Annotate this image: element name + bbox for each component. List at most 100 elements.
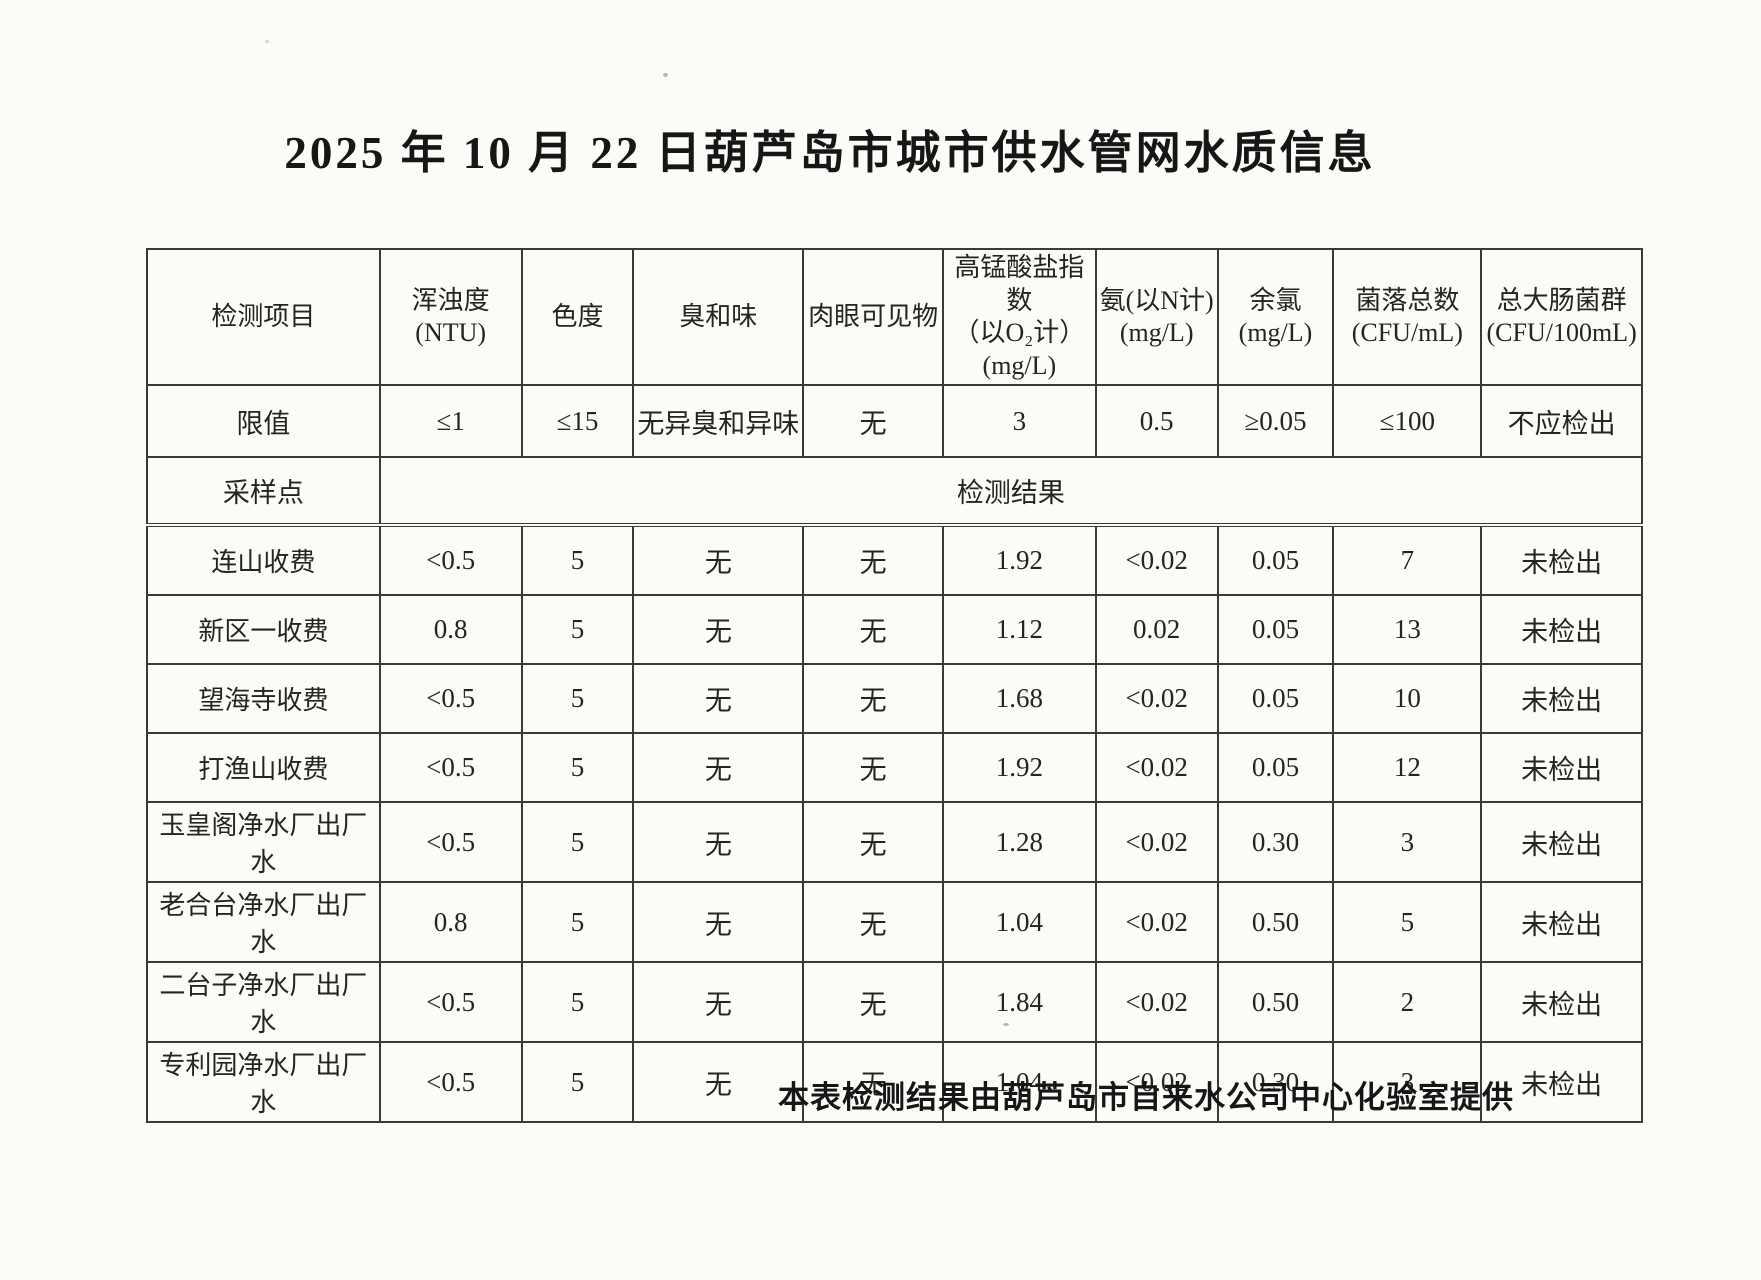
value-cell: 5 bbox=[520, 732, 635, 803]
table-row: 打渔山收费 <0.5 5 无无 1.92 <0.02 0.05 12 未检出 bbox=[146, 732, 1643, 803]
column-header-line: (mg/L) bbox=[1119, 318, 1194, 347]
value-cell: 无 bbox=[802, 663, 944, 734]
value-cell: 无 bbox=[802, 524, 944, 596]
value-cell: 未检出 bbox=[1480, 801, 1643, 883]
value-cell: 无 bbox=[632, 881, 805, 963]
limit-value-cell: 0.5 bbox=[1094, 384, 1219, 458]
table-row: 二台子净水厂出厂水 <0.5 5 无无 1.84 <0.02 0.50 2 未检出 bbox=[146, 961, 1643, 1043]
value-cell: 1.92 bbox=[941, 732, 1097, 803]
column-header-line: (CFU/100mL) bbox=[1486, 318, 1637, 347]
value-cell: 10 bbox=[1332, 663, 1483, 734]
value-cell: 未检出 bbox=[1480, 524, 1643, 596]
value-cell: 未检出 bbox=[1480, 1041, 1643, 1123]
site-name-cell: 望海寺收费 bbox=[146, 663, 381, 734]
scan-speck bbox=[663, 73, 668, 77]
limit-value-cell: ≤15 bbox=[520, 384, 635, 458]
column-header: 高锰酸盐指数 （以O₂计） (mg/L) bbox=[941, 248, 1097, 386]
table-row: 专利园净水厂出厂水 <0.5 5 无无 1.04 <0.02 0.30 3 未检出 bbox=[146, 1041, 1643, 1123]
value-cell: 无 bbox=[802, 881, 944, 963]
value-cell: <0.5 bbox=[378, 801, 523, 883]
table-row: 老合台净水厂出厂水 0.8 5 无无 1.04 <0.02 0.50 5 未检出 bbox=[146, 881, 1643, 963]
value-cell: 5 bbox=[1332, 881, 1483, 963]
value-cell: 5 bbox=[520, 1041, 635, 1123]
site-name-cell: 新区一收费 bbox=[146, 594, 381, 665]
value-cell: 3 bbox=[1332, 1041, 1483, 1123]
value-cell: 7 bbox=[1332, 524, 1483, 596]
value-cell: <0.02 bbox=[1094, 732, 1219, 803]
value-cell: <0.5 bbox=[378, 663, 523, 734]
value-cell: 0.30 bbox=[1216, 1041, 1335, 1123]
column-header: 总大肠菌群 (CFU/100mL) bbox=[1480, 248, 1643, 386]
value-cell: 0.8 bbox=[378, 594, 523, 665]
limits-row: 限值 ≤1 ≤15 无异臭和异味无 3 0.5 ≥0.05 ≤100 不应检出 bbox=[146, 384, 1643, 458]
scan-speck bbox=[265, 40, 269, 43]
test-result-label: 检测结果 bbox=[378, 456, 1644, 526]
value-cell: 未检出 bbox=[1480, 881, 1643, 963]
value-cell: <0.02 bbox=[1094, 663, 1219, 734]
limit-value-cell: 无异臭和异味 bbox=[632, 384, 805, 458]
value-cell: 1.04 bbox=[941, 881, 1097, 963]
value-cell: 1.68 bbox=[941, 663, 1097, 734]
value-cell: 1.92 bbox=[941, 524, 1097, 596]
sampling-point-label: 采样点 bbox=[146, 456, 381, 526]
value-cell: <0.5 bbox=[378, 732, 523, 803]
value-cell: <0.02 bbox=[1094, 801, 1219, 883]
column-header-line: 浑浊度(NTU) bbox=[411, 285, 490, 348]
column-header-line: 高锰酸盐指数 bbox=[954, 253, 1085, 315]
column-header-line: (mg/L) bbox=[1238, 318, 1313, 347]
source-note: 本表检测结果由葫芦岛市自来水公司中心化验室提供 bbox=[778, 1080, 1514, 1115]
column-header-line: 氨(以N计) bbox=[1099, 285, 1214, 315]
value-cell: 无 bbox=[802, 801, 944, 883]
site-name-cell: 打渔山收费 bbox=[146, 732, 381, 803]
column-header-line: 总大肠菌群 bbox=[1496, 285, 1627, 315]
site-name-cell: 玉皇阁净水厂出厂水 bbox=[146, 801, 381, 883]
table-row: 新区一收费 0.8 5 无无 1.12 0.02 0.05 13 未检出 bbox=[146, 594, 1643, 665]
limit-value-cell: 不应检出 bbox=[1480, 384, 1643, 458]
column-header-line: (mg/L) bbox=[982, 350, 1057, 380]
column-header: 臭和味 bbox=[632, 248, 805, 386]
site-name-cell: 连山收费 bbox=[146, 524, 381, 596]
column-header-line: (CFU/mL) bbox=[1351, 318, 1463, 347]
table-head: 检测项目 浑浊度(NTU) 色度 臭和味 肉眼可见物 高锰酸盐指数 （以O₂计） (mg/L)… bbox=[146, 248, 1643, 386]
column-header-line: 余氯 bbox=[1249, 285, 1302, 315]
value-cell: 0.05 bbox=[1216, 732, 1335, 803]
table-body: 限值 ≤1 ≤15 无异臭和异味无 3 0.5 ≥0.05 ≤100 不应检出 采样点 检测结果 连山… bbox=[146, 384, 1644, 1123]
column-header: 菌落总数 (CFU/mL) bbox=[1332, 248, 1483, 386]
table-header-row: 检测项目 浑浊度(NTU) 色度 臭和味 肉眼可见物 高锰酸盐指数 （以O₂计） (mg/L)… bbox=[146, 248, 1643, 386]
value-cell: 无 bbox=[802, 732, 944, 803]
table-row: 连山收费 <0.5 5 无无 1.92 <0.02 0.05 7 未检出 bbox=[146, 524, 1643, 596]
value-cell: 无 bbox=[802, 1041, 944, 1123]
limit-value-cell: 3 bbox=[941, 384, 1097, 458]
water-quality-table-container: 检测项目 浑浊度(NTU) 色度 臭和味 肉眼可见物 高锰酸盐指数 （以O₂计） (mg/L)… bbox=[146, 248, 1644, 1123]
value-cell: 5 bbox=[520, 524, 635, 596]
value-cell: 0.30 bbox=[1216, 801, 1335, 883]
value-cell: 5 bbox=[520, 594, 635, 665]
column-header: 检测项目 bbox=[146, 248, 381, 386]
value-cell: 无 bbox=[802, 961, 944, 1043]
value-cell: 无 bbox=[632, 594, 805, 665]
value-cell: 未检出 bbox=[1480, 732, 1643, 803]
value-cell: 无 bbox=[632, 732, 805, 803]
value-cell: 5 bbox=[520, 961, 635, 1043]
value-cell: 0.50 bbox=[1216, 881, 1335, 963]
value-cell: 12 bbox=[1332, 732, 1483, 803]
limit-value-cell: 无 bbox=[802, 384, 944, 458]
column-header-line: （以O₂计） bbox=[953, 318, 1086, 347]
value-cell: 5 bbox=[520, 881, 635, 963]
value-cell: 0.02 bbox=[1094, 594, 1219, 665]
value-cell: <0.5 bbox=[378, 1041, 523, 1123]
value-cell: <0.02 bbox=[1094, 524, 1219, 596]
value-cell: 无 bbox=[802, 594, 944, 665]
value-cell: <0.5 bbox=[378, 961, 523, 1043]
value-cell: 未检出 bbox=[1480, 594, 1643, 665]
value-cell: 未检出 bbox=[1480, 961, 1643, 1043]
value-cell: 1.84 bbox=[941, 961, 1097, 1043]
value-cell: 1.04 bbox=[941, 1041, 1097, 1123]
table-row: 玉皇阁净水厂出厂水 <0.5 5 无无 1.28 <0.02 0.30 3 未检出 bbox=[146, 801, 1643, 883]
limit-value-cell: ≤1 bbox=[378, 384, 523, 458]
value-cell: 未检出 bbox=[1480, 663, 1643, 734]
column-header-line: 臭和味 bbox=[679, 301, 758, 331]
value-cell: 无 bbox=[632, 961, 805, 1043]
table-row: 望海寺收费 <0.5 5 无无 1.68 <0.02 0.05 10 未检出 bbox=[146, 663, 1643, 734]
